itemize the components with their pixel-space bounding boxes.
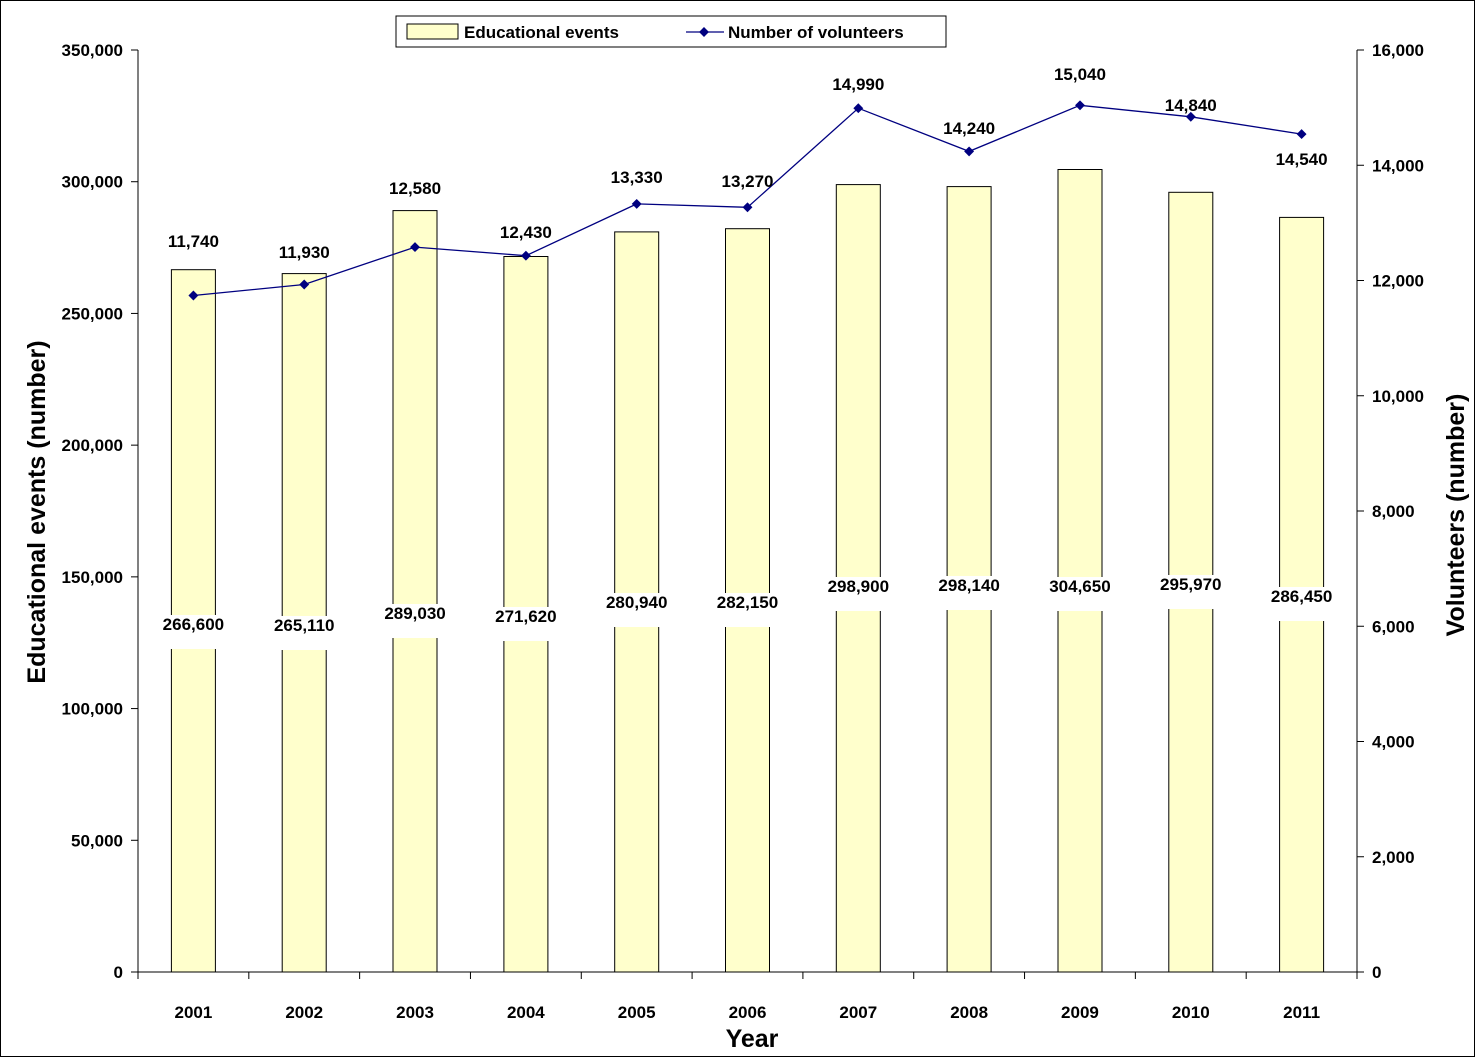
line-data-label-2004: 12,430 (500, 223, 552, 242)
bar-label-bg-2003 (373, 604, 457, 638)
x-tick-label: 2001 (174, 1003, 212, 1022)
legend-label-educational-events: Educational events (464, 23, 619, 42)
bars-group (170, 169, 1325, 973)
line-data-label-2006: 13,270 (722, 172, 774, 191)
legend-box (395, 15, 947, 48)
volunteers-marker-2001 (188, 290, 199, 301)
x-tick-label: 2004 (507, 1003, 545, 1022)
y-tick-label: 100,000 (62, 700, 123, 719)
bar-label-bg-2002 (262, 616, 347, 650)
x-tick-label: 2010 (1172, 1003, 1210, 1022)
legend: Educational events Number of volunteers (395, 15, 947, 48)
bar-2009 (1057, 169, 1103, 973)
volunteers-marker-2006 (742, 202, 753, 213)
line-data-label-2005: 13,330 (611, 168, 663, 187)
y2-tick-label: 6,000 (1372, 617, 1415, 636)
y2-tick-label: 16,000 (1372, 41, 1424, 60)
y-tick-label: 300,000 (62, 173, 123, 192)
bar-label-bg-2007 (816, 577, 901, 611)
x-tick-label: 2003 (396, 1003, 434, 1022)
y-tick-label: 0 (114, 963, 123, 982)
y2-tick-label: 4,000 (1372, 733, 1415, 752)
axes-group: 0 50,000 100,000 150,000 200,000 250,000 300,0… (62, 41, 1424, 1022)
line-data-label-2010: 14,840 (1165, 96, 1217, 115)
bar-data-label-2006: 282,150 (717, 593, 778, 612)
x-tick-label: 2007 (839, 1003, 877, 1022)
y-tick-label: 200,000 (62, 436, 123, 455)
bar-data-label-2010: 295,970 (1160, 575, 1221, 594)
x-tick-label: 2009 (1061, 1003, 1099, 1022)
y2-tick-label: 12,000 (1372, 272, 1424, 291)
volunteers-marker-2002 (299, 279, 310, 290)
bar-data-label-2011: 286,450 (1271, 587, 1332, 606)
volunteers-marker-2011 (1296, 129, 1307, 140)
bar-data-label-2009: 304,650 (1049, 577, 1110, 596)
bar-data-label-2001: 266,600 (163, 615, 224, 634)
y2-tick-label: 10,000 (1372, 387, 1424, 406)
bar-label-bg-2005 (594, 593, 679, 627)
volunteers-marker-2009 (1075, 100, 1085, 111)
legend-swatch-marker (699, 27, 709, 37)
y2-tick-label: 2,000 (1372, 848, 1415, 867)
bar-label-bg-2010 (1148, 575, 1233, 609)
y-tick-label: 150,000 (62, 568, 123, 587)
bar-label-bg-2009 (1038, 577, 1122, 611)
y-tick-label: 250,000 (62, 304, 123, 323)
legend-label-volunteers: Number of volunteers (728, 23, 904, 42)
volunteers-marker-2005 (631, 198, 642, 209)
bar-data-label-2003: 289,030 (384, 604, 445, 623)
x-tick-label: 2011 (1283, 1003, 1320, 1022)
volunteers-marker-2007 (853, 103, 864, 114)
line-data-label-2009: 15,040 (1054, 65, 1106, 84)
y2-tick-label: 0 (1372, 963, 1381, 982)
bar-data-label-2007: 298,900 (828, 577, 889, 596)
line-data-label-2002: 11,930 (279, 243, 330, 262)
bar-label-bg-2008 (927, 576, 1012, 610)
volunteers-marker-2003 (410, 242, 420, 253)
line-data-label-2008: 14,240 (943, 119, 995, 138)
bar-2003 (392, 210, 438, 973)
x-tick-label: 2002 (285, 1003, 323, 1022)
line-data-label-2007: 14,990 (832, 75, 884, 94)
x-tick-label: 2005 (618, 1003, 656, 1022)
volunteers-marker-2008 (964, 146, 975, 157)
bar-data-label-2004: 271,620 (495, 607, 556, 626)
labels-group: 266,600 265,110 289,030 271,620 280,940 282,1… (151, 65, 1344, 650)
x-axis-title: Year (726, 1025, 779, 1053)
y2-axis-title: Volunteers (number) (1442, 394, 1470, 637)
x-tick-label: 2008 (950, 1003, 988, 1022)
y2-tick-label: 8,000 (1372, 502, 1415, 521)
bar-label-bg-2001 (151, 615, 236, 649)
bar-label-bg-2004 (483, 607, 568, 641)
line-data-label-2003: 12,580 (389, 179, 441, 198)
y2-tick-label: 14,000 (1372, 156, 1424, 175)
y-tick-label: 350,000 (62, 41, 123, 60)
bar-label-bg-2011 (1259, 587, 1344, 621)
x-tick-label: 2006 (729, 1003, 767, 1022)
line-series-group (188, 100, 1307, 301)
bar-data-label-2005: 280,940 (606, 593, 667, 612)
volunteers-marker-2010 (1185, 111, 1196, 122)
line-data-label-2011: 14,540 (1276, 150, 1328, 169)
line-data-label-2001: 11,740 (168, 232, 219, 251)
volunteers-marker-2004 (520, 250, 531, 261)
legend-swatch-bar (406, 23, 459, 40)
bar-label-bg-2006 (705, 593, 790, 627)
bar-data-label-2008: 298,140 (938, 576, 999, 595)
y-tick-label: 50,000 (71, 831, 123, 850)
y-axis-title: Educational events (number) (23, 340, 51, 683)
bar-data-label-2002: 265,110 (274, 616, 335, 635)
